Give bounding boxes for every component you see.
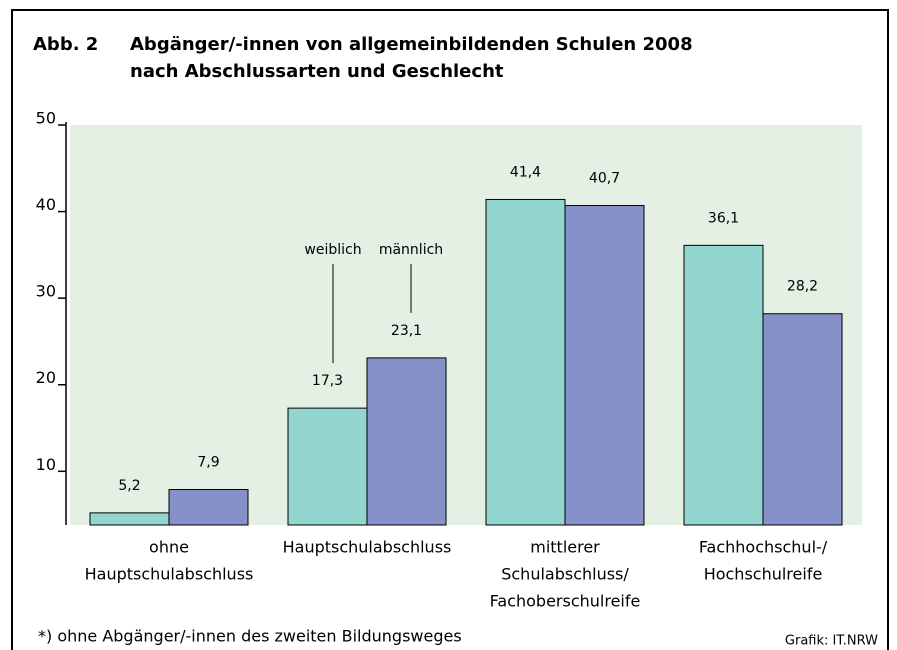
x-tick-label: ohne xyxy=(149,538,189,557)
bar xyxy=(762,313,843,526)
x-tick-label: Fachhochschul-/ xyxy=(699,538,828,557)
value-label: 40,7 xyxy=(589,171,620,187)
value-label: 41,4 xyxy=(510,164,541,180)
y-tick-label: 50 xyxy=(36,109,56,128)
figure-label: Abb. 2 xyxy=(33,34,98,55)
bar xyxy=(287,407,368,526)
x-tick-label: mittlerer xyxy=(530,538,600,557)
bar xyxy=(168,489,249,526)
value-label: 7,9 xyxy=(197,455,219,471)
y-tick-label: 30 xyxy=(36,282,56,301)
bar xyxy=(683,244,764,526)
y-tick-label: 20 xyxy=(36,368,56,387)
value-label: 23,1 xyxy=(391,323,422,339)
value-label: 28,2 xyxy=(787,279,818,295)
y-tick-label: 40 xyxy=(36,195,56,214)
x-tick-label: Hochschulreife xyxy=(704,565,823,584)
x-tick-label: Hauptschulabschluss xyxy=(283,538,452,557)
legend-label: weiblich xyxy=(304,242,361,258)
y-tick-label: 10 xyxy=(36,455,56,474)
value-label: 17,3 xyxy=(312,373,343,389)
x-tick-label: Hauptschulabschluss xyxy=(85,565,254,584)
frame xyxy=(11,9,889,650)
legend-label: männlich xyxy=(379,242,443,258)
chart-title: Abgänger/-innen von allgemeinbildenden S… xyxy=(130,34,693,55)
footnote: *) ohne Abgänger/-innen des zweiten Bild… xyxy=(38,627,462,646)
bar xyxy=(89,512,170,526)
bar xyxy=(485,198,566,526)
value-label: 5,2 xyxy=(118,478,140,494)
x-tick-label: Schulabschluss/ xyxy=(501,565,629,584)
source: Grafik: IT.NRW xyxy=(785,634,878,649)
bar xyxy=(366,357,447,526)
x-tick-label: Fachoberschulreife xyxy=(490,592,641,611)
chart-title: nach Abschlussarten und Geschlecht xyxy=(130,61,504,82)
bar xyxy=(564,205,645,526)
value-label: 36,1 xyxy=(708,210,739,226)
